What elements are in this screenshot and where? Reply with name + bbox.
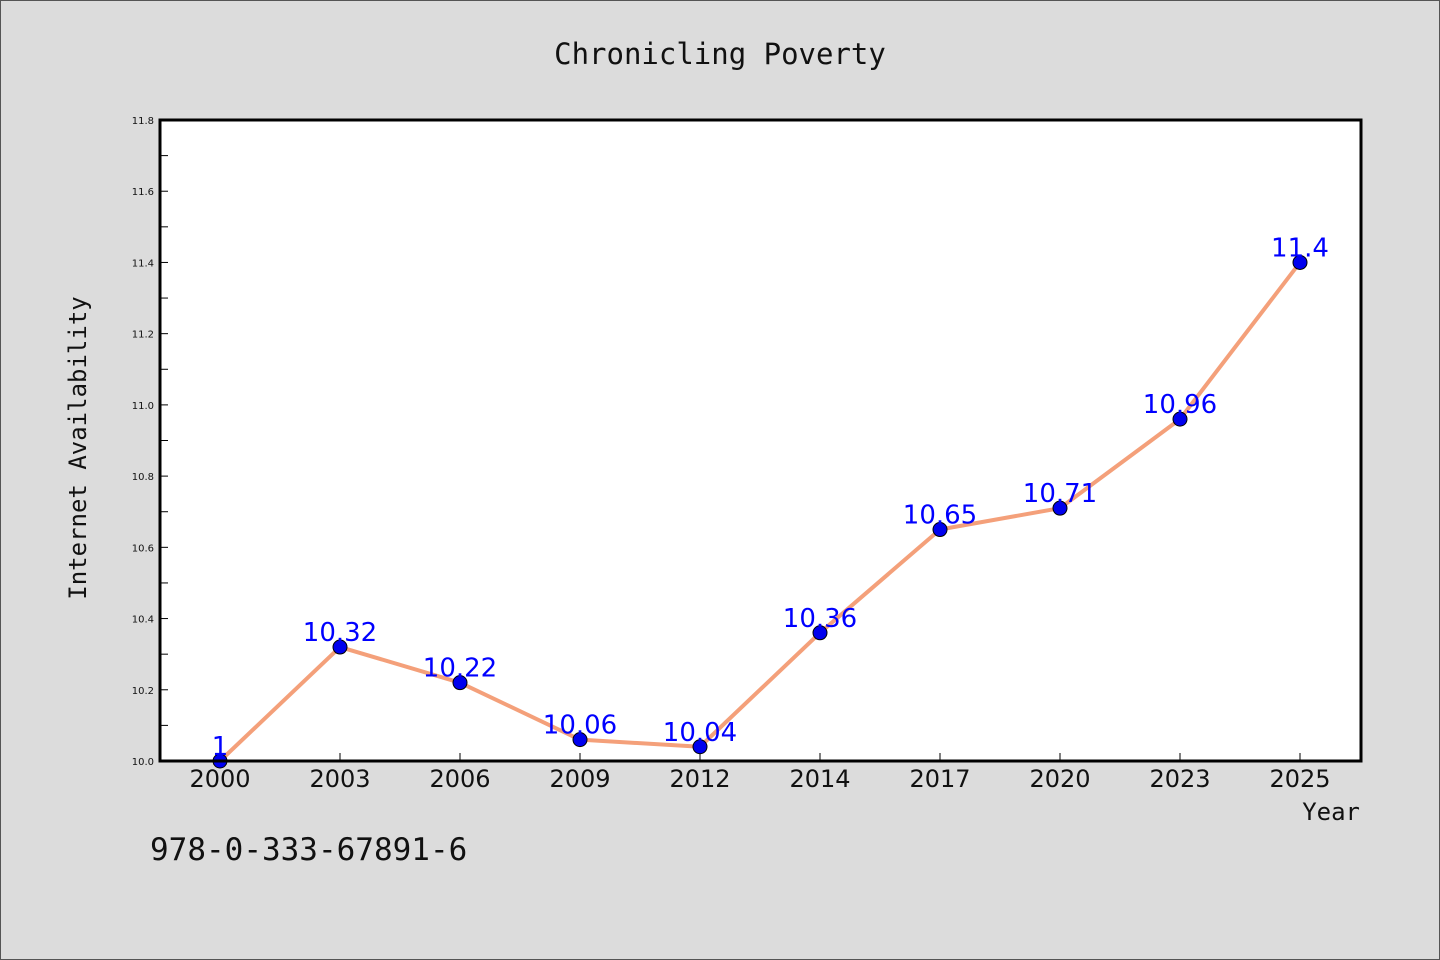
y-tick-label: 10.4 — [132, 615, 154, 626]
x-tick-label: 2014 — [789, 765, 850, 793]
data-label: 10.71 — [1023, 479, 1097, 509]
data-label: 10.65 — [903, 501, 977, 531]
plot-area — [160, 120, 1361, 761]
x-tick-label: 2009 — [549, 765, 610, 793]
data-label: 10.04 — [663, 718, 737, 748]
data-label: 11.4 — [1271, 233, 1329, 263]
y-tick-label: 11.4 — [132, 258, 154, 269]
x-tick-label: 2023 — [1149, 765, 1210, 793]
data-point — [812, 625, 828, 641]
y-tick-label: 10.6 — [132, 543, 154, 554]
data-point — [1052, 500, 1068, 516]
x-tick-label: 2006 — [429, 765, 490, 793]
plot-border — [158, 118, 1363, 763]
data-point — [1172, 411, 1188, 427]
x-tick-label: 2025 — [1269, 765, 1330, 793]
y-tick-label: 10.8 — [132, 472, 154, 483]
x-tick-label: 2020 — [1029, 765, 1090, 793]
y-tick-label: 11.0 — [132, 401, 154, 412]
chart-marks: 10.0 10.2 10.4 10.6 10.8 11.0 11.2 11.4 11.6 11.8… — [132, 116, 1331, 793]
data-point — [932, 522, 948, 538]
data-point — [332, 639, 348, 655]
data-point — [452, 675, 468, 691]
data-label: 10.32 — [303, 618, 377, 648]
y-tick-label: 11.2 — [132, 330, 154, 341]
y-tick-label: 11.6 — [132, 187, 154, 198]
x-tick-label: 2003 — [309, 765, 370, 793]
x-axis-label: Year — [1302, 798, 1360, 826]
data-point — [1292, 254, 1308, 270]
data-label: 10.22 — [423, 654, 497, 684]
y-axis-label: Internet Availability — [64, 296, 92, 599]
y-tick-label: 10.2 — [132, 686, 154, 697]
data-label: 10.96 — [1143, 390, 1217, 420]
isbn-text: 978-0-333-67891-6 — [150, 832, 468, 868]
data-label: 10.06 — [543, 711, 617, 741]
data-point — [572, 732, 588, 748]
data-label: 1 — [212, 732, 229, 762]
y-tick-label: 10.0 — [132, 757, 154, 768]
chart-title: Chronicling Poverty — [554, 37, 886, 71]
data-point — [692, 739, 708, 755]
series-line — [218, 260, 1302, 763]
x-tick-label: 2012 — [669, 765, 730, 793]
x-tick-label: 2017 — [909, 765, 970, 793]
x-tick-label: 2000 — [189, 765, 250, 793]
data-label: 10.36 — [783, 604, 857, 634]
y-tick-label: 11.8 — [132, 116, 154, 127]
